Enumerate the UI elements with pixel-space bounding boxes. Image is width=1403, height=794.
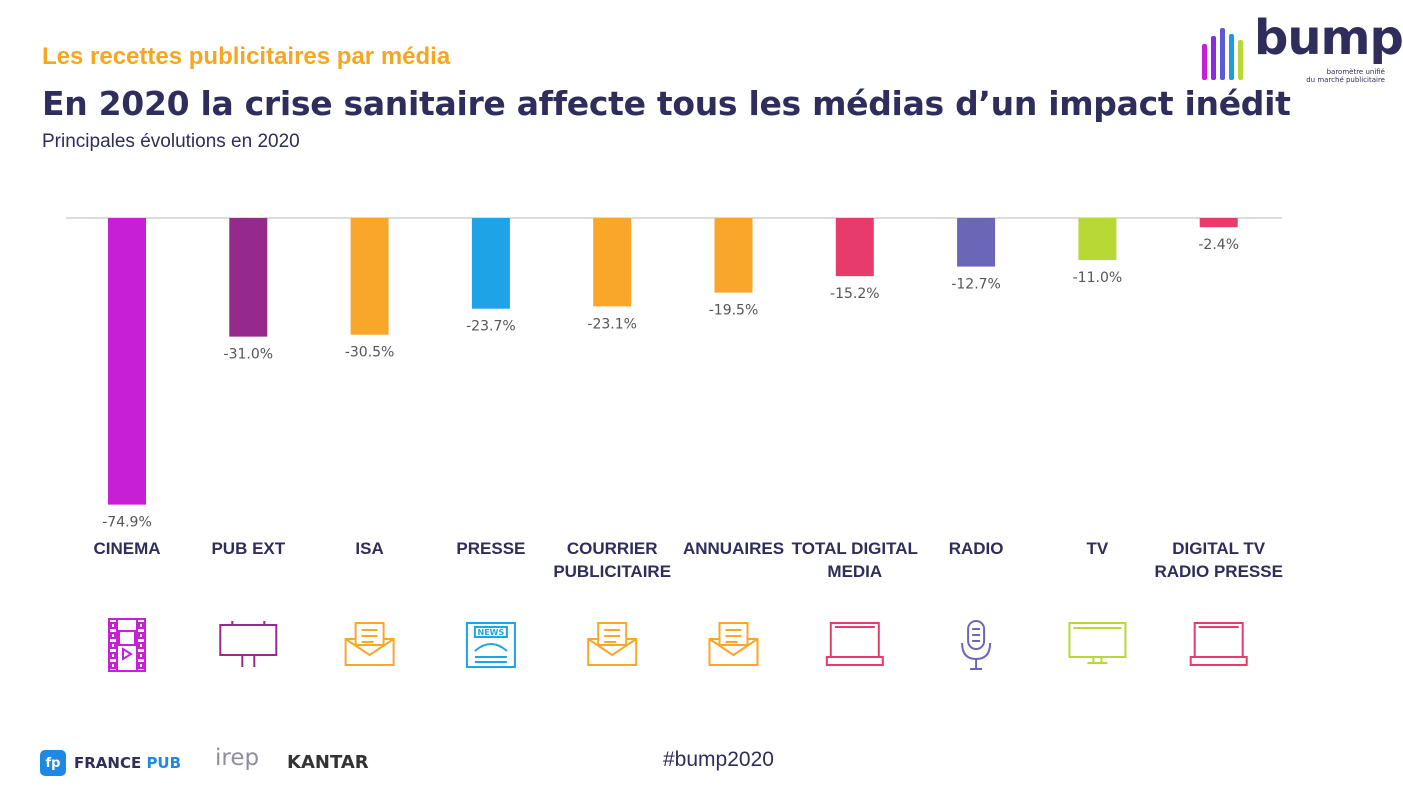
francepub-logo: fp FRANCE PUB [40,745,181,781]
microphone-icon [961,620,992,670]
film-strip-icon [108,618,146,672]
bar [593,218,632,307]
laptop-icon [1189,622,1248,666]
data-label: -12.7% [951,277,1001,293]
bump-tagline-line-2: du marché publicitaire [1306,76,1385,84]
category-label: DIGITAL TV [1172,539,1266,558]
data-label: -23.7% [466,319,516,335]
category-label: TV [1087,539,1109,558]
bar [350,218,389,335]
bar-chart: -74.9% CINEMA -31.0% PUB EXT -30.5% ISA -23.7%… [66,217,1283,672]
category-label: RADIO PRESSE [1154,562,1282,581]
data-label: -74.9% [102,515,152,531]
data-label: -19.5% [709,303,759,319]
francepub-wordmark: FRANCE PUB [74,754,181,772]
hashtag-label: #bump2020 [663,748,774,771]
bar [229,218,268,337]
data-label: -23.1% [587,316,637,332]
page-title: En 2020 la crise sanitaire affecte tous … [42,84,1291,123]
data-label: -15.2% [830,286,880,302]
category-label: CINEMA [93,539,160,558]
category-label: PUB EXT [211,539,285,558]
billboard-icon [219,621,278,667]
francepub-wordmark-prefix: FRANCE [74,754,147,772]
logo-bar [1238,40,1243,80]
kicker-title: Les recettes publicitaires par média [42,43,451,70]
logo-bar [1202,44,1207,80]
data-label: -31.0% [224,347,274,363]
page-subtitle: Principales évolutions en 2020 [42,131,300,152]
category-label: PUBLICITAIRE [553,562,671,581]
mail-envelope-icon [587,622,638,666]
logo-bar [1220,28,1225,80]
kantar-logo: KANTAR [287,752,369,773]
category-label: MEDIA [827,562,882,581]
logo-bar [1229,34,1234,80]
mail-envelope-icon [344,622,395,666]
irep-logo: irep [215,745,260,771]
data-label: -2.4% [1198,237,1239,253]
category-label: PRESSE [456,539,525,558]
data-label: -11.0% [1073,270,1123,286]
newspaper-icon-label: NEWS [478,628,505,637]
category-label: ANNUAIRES [683,539,784,558]
bump-logo-bars-icon [1202,28,1243,80]
category-label: RADIO [949,539,1004,558]
logo-bar [1211,36,1216,80]
bar [108,218,146,505]
category-label: COURRIER [567,539,658,558]
francepub-wordmark-suffix: PUB [146,754,182,772]
tv-screen-icon [1068,622,1127,664]
bar [835,218,874,277]
category-label: ISA [355,539,383,558]
bump-logo-tagline: baromètre unifié du marché publicitaire [1306,68,1385,84]
bar [1199,218,1238,228]
bump-logo-wordmark: bump [1254,10,1403,66]
mail-envelope-icon [708,622,759,666]
laptop-icon [825,622,884,666]
category-label: TOTAL DIGITAL [792,539,918,558]
bar [471,218,510,309]
bump-tagline-line-1: baromètre unifié [1326,68,1385,76]
bar [957,218,996,267]
bump-logo: bump baromètre unifié du marché publicit… [1198,10,1403,92]
francepub-badge-icon: fp [40,750,66,776]
newspaper-icon: NEWS [465,622,516,668]
bar [714,218,753,293]
bar [1078,218,1117,261]
data-label: -30.5% [345,345,395,361]
